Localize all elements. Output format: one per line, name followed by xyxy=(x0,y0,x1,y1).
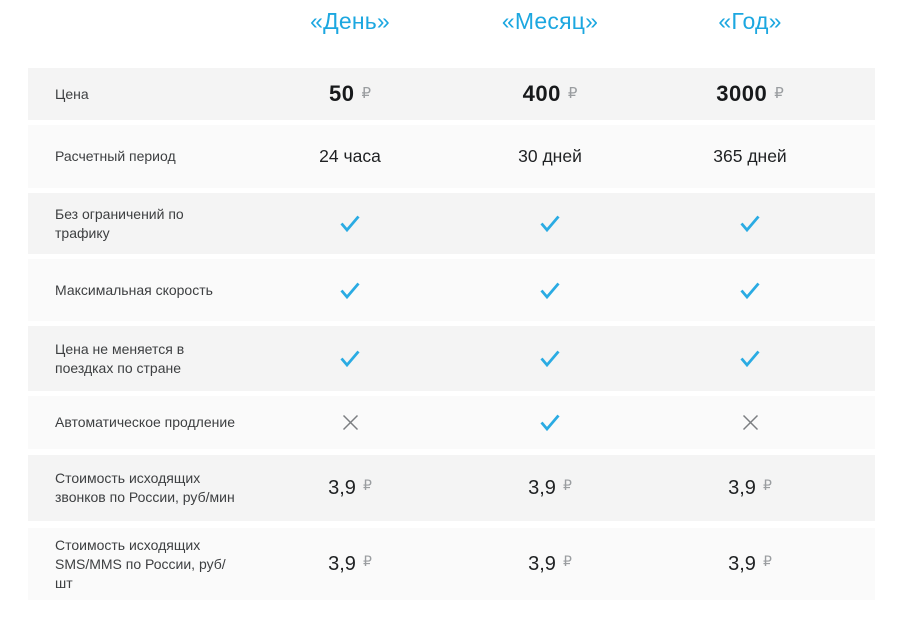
cross-icon xyxy=(342,414,358,430)
text-value: 365 дней xyxy=(713,146,787,166)
value-cell xyxy=(250,349,450,368)
text-value: 30 дней xyxy=(518,146,582,166)
ruble-sign: ₽ xyxy=(562,553,572,570)
table-body: Цена 50 ₽400 ₽3000 ₽ Расчетный период 24 часа 3… xyxy=(28,68,875,600)
value-cell xyxy=(450,413,650,432)
value-cell xyxy=(450,214,650,233)
value-cell: 3,9 ₽ xyxy=(650,477,850,500)
tariff-pricing-page: «День» «Месяц» «Год» Цена 50 ₽400 ₽3000 ₽ Рас… xyxy=(0,6,898,617)
price-value: 3,9 xyxy=(328,476,356,499)
table-row: Расчетный период 24 часа 30 дней 365 дней xyxy=(28,125,875,188)
value-cell: 30 дней xyxy=(450,146,650,167)
ruble-sign: ₽ xyxy=(361,84,372,102)
table-header-row: «День» «Месяц» «Год» xyxy=(28,6,875,36)
check-icon xyxy=(340,215,360,233)
price-value: 3,9 xyxy=(728,476,756,499)
value-cell xyxy=(450,281,650,300)
check-icon xyxy=(740,350,760,368)
value-cell xyxy=(650,214,850,233)
price-value: 3,9 xyxy=(328,552,356,575)
row-label: Стоимость исходящих звонков по России, р… xyxy=(55,470,235,505)
check-icon xyxy=(340,350,360,368)
row-label: Без ограничений по трафику xyxy=(55,205,184,241)
ruble-sign: ₽ xyxy=(567,84,578,102)
check-icon xyxy=(740,215,760,233)
check-icon xyxy=(540,414,560,432)
column-header-month[interactable]: «Месяц» xyxy=(501,7,599,34)
value-cell: 50 ₽ xyxy=(250,81,450,107)
table-row: Автоматическое продление xyxy=(28,396,875,449)
row-label: Стоимость исходящих SMS/MMS по России, р… xyxy=(55,536,226,591)
value-cell: 3,9 ₽ xyxy=(650,553,850,576)
value-cell: 3000 ₽ xyxy=(650,81,850,107)
price-value: 3,9 xyxy=(728,552,756,575)
table-row: Стоимость исходящих SMS/MMS по России, р… xyxy=(28,528,875,600)
value-cell: 3,9 ₽ xyxy=(250,477,450,500)
ruble-sign: ₽ xyxy=(362,553,372,570)
value-cell: 3,9 ₽ xyxy=(250,553,450,576)
value-cell: 3,9 ₽ xyxy=(450,553,650,576)
price-value: 3000 xyxy=(716,81,768,106)
value-cell xyxy=(650,281,850,300)
row-label: Максимальная скорость xyxy=(55,281,213,298)
price-value: 3,9 xyxy=(528,476,556,499)
row-label: Расчетный период xyxy=(55,148,176,164)
value-cell xyxy=(250,214,450,233)
value-cell xyxy=(250,281,450,300)
value-cell: 24 часа xyxy=(250,146,450,167)
cross-icon xyxy=(742,414,758,430)
row-label: Цена не меняется в поездках по стране xyxy=(55,340,185,376)
table-row: Стоимость исходящих звонков по России, р… xyxy=(28,455,875,521)
table-row: Цена 50 ₽400 ₽3000 ₽ xyxy=(28,68,875,120)
ruble-sign: ₽ xyxy=(362,477,372,494)
value-cell xyxy=(450,349,650,368)
row-label: Автоматическое продление xyxy=(55,414,235,430)
value-cell xyxy=(650,349,850,368)
value-cell: 3,9 ₽ xyxy=(450,477,650,500)
column-header-day[interactable]: «День» xyxy=(310,7,390,34)
table-row: Максимальная скорость xyxy=(28,259,875,321)
check-icon xyxy=(340,282,360,299)
text-value: 24 часа xyxy=(319,146,381,166)
ruble-sign: ₽ xyxy=(762,553,772,570)
table-row: Цена не меняется в поездках по стране xyxy=(28,326,875,391)
ruble-sign: ₽ xyxy=(562,477,572,494)
ruble-sign: ₽ xyxy=(762,477,772,494)
column-header-year[interactable]: «Год» xyxy=(718,7,782,34)
value-cell: 365 дней xyxy=(650,146,850,167)
ruble-sign: ₽ xyxy=(774,84,784,102)
price-value: 3,9 xyxy=(528,552,556,575)
value-cell: 400 ₽ xyxy=(450,81,650,107)
value-cell xyxy=(650,414,850,432)
table-row: Без ограничений по трафику xyxy=(28,193,875,254)
price-value: 50 xyxy=(328,81,355,106)
tariff-comparison-table: «День» «Месяц» «Год» Цена 50 ₽400 ₽3000 ₽ Рас… xyxy=(28,6,875,600)
check-icon xyxy=(540,350,560,368)
value-cell xyxy=(250,414,450,432)
row-label: Цена xyxy=(55,85,89,102)
check-icon xyxy=(540,215,560,233)
check-icon xyxy=(740,282,760,299)
check-icon xyxy=(540,282,560,299)
price-value: 400 xyxy=(522,81,561,106)
